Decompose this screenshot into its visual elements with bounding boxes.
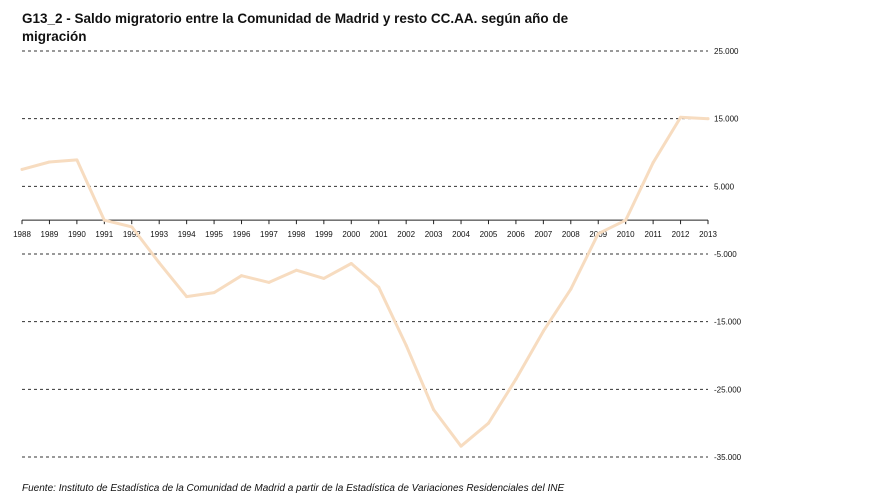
x-tick-label: 2007 — [534, 230, 552, 239]
data-point — [432, 408, 436, 412]
data-point — [130, 225, 134, 229]
source-note: Fuente: Instituto de Estadística de la C… — [22, 483, 565, 494]
x-tick-label: 2000 — [342, 230, 360, 239]
chart-title: G13_2 - Saldo migratorio entre la Comuni… — [22, 11, 569, 44]
x-tick-label: 1999 — [315, 230, 333, 239]
data-point — [679, 115, 683, 119]
data-point — [212, 291, 216, 295]
x-tick-label: 2010 — [617, 230, 635, 239]
data-point — [75, 158, 79, 162]
series-layer — [20, 115, 710, 448]
data-point — [596, 232, 600, 236]
x-tick-label: 1998 — [288, 230, 306, 239]
data-point — [157, 261, 161, 265]
y-tick-label: -25.000 — [714, 385, 742, 394]
x-tick-label: 1993 — [150, 230, 168, 239]
data-point — [624, 218, 628, 222]
x-tick-label: 2013 — [699, 230, 717, 239]
y-tick-label: -5.000 — [714, 250, 737, 259]
x-tick-label: 1990 — [68, 230, 86, 239]
y-tick-label: -15.000 — [714, 318, 742, 327]
y-tick-label: 5.000 — [714, 182, 735, 191]
x-tick-label: 2006 — [507, 230, 525, 239]
data-point — [240, 274, 244, 278]
y-tick-label: 25.000 — [714, 47, 739, 56]
x-tick-label: 1991 — [95, 230, 113, 239]
x-tick-label: 2002 — [397, 230, 415, 239]
data-point — [541, 329, 545, 333]
x-tick-label: 2011 — [645, 230, 663, 239]
x-tick-label: 1995 — [205, 230, 223, 239]
data-point — [651, 161, 655, 165]
series-line — [20, 115, 710, 448]
data-point — [294, 268, 298, 272]
data-point — [20, 167, 24, 171]
gridlines — [22, 50, 708, 458]
x-tick-label: 2003 — [425, 230, 443, 239]
x-tick-label: 2008 — [562, 230, 580, 239]
data-point — [349, 261, 353, 265]
x-tick-label: 2001 — [370, 230, 388, 239]
x-tick-label: 2004 — [452, 230, 470, 239]
data-point — [322, 276, 326, 280]
x-tick-label: 2005 — [480, 230, 498, 239]
x-tick-label: 1988 — [13, 230, 31, 239]
x-tick-label: 1992 — [123, 230, 141, 239]
x-tick-label: 1989 — [41, 230, 59, 239]
x-tick-label: 1994 — [178, 230, 196, 239]
x-axis: 1988 1989 1990 1991 1992 1993 1994 1995 1996 1997… — [13, 219, 717, 239]
data-point — [706, 117, 710, 121]
data-point — [569, 287, 573, 291]
y-axis-labels: 25.000 15.000 5.000 -5.000 -15.000 -25.000 -35… — [714, 47, 742, 462]
data-point — [47, 160, 51, 164]
data-point — [102, 218, 106, 222]
data-point — [267, 280, 271, 284]
y-tick-label: -35.000 — [714, 453, 742, 462]
y-tick-label: 15.000 — [714, 115, 739, 124]
x-tick-label: 1997 — [260, 230, 278, 239]
data-point — [514, 377, 518, 381]
x-tick-label: 2012 — [672, 230, 690, 239]
data-point — [459, 444, 463, 448]
data-point — [486, 421, 490, 425]
data-point — [404, 343, 408, 347]
data-point — [377, 285, 381, 289]
x-tick-label: 1996 — [233, 230, 251, 239]
data-point — [185, 295, 189, 299]
